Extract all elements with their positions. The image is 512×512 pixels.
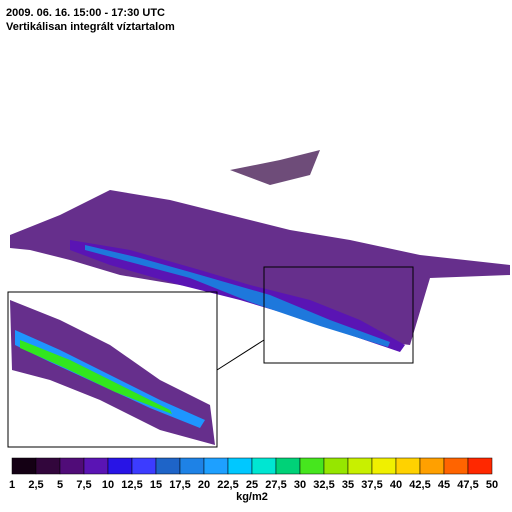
legend-label: 2,5 xyxy=(28,479,43,491)
legend-label: 40 xyxy=(390,479,402,491)
legend-swatch xyxy=(419,457,445,475)
legend-label: 47,5 xyxy=(457,479,478,491)
legend-label: 7,5 xyxy=(76,479,91,491)
legend-swatch xyxy=(107,457,133,475)
legend-label: 5 xyxy=(57,479,63,491)
legend-label: 17,5 xyxy=(169,479,190,491)
legend-label: 30 xyxy=(294,479,306,491)
legend-label: 32,5 xyxy=(313,479,334,491)
legend-label: 50 xyxy=(486,479,498,491)
legend-swatch xyxy=(227,457,253,475)
legend-swatch xyxy=(323,457,349,475)
legend-swatch xyxy=(203,457,229,475)
legend-swatch xyxy=(251,457,277,475)
legend-swatch xyxy=(395,457,421,475)
legend-swatch xyxy=(59,457,85,475)
zoom-frame xyxy=(263,266,414,364)
legend-label: 42,5 xyxy=(409,479,430,491)
legend-label: 27,5 xyxy=(265,479,286,491)
color-legend: 1 2,5 5 7,5 10 12,5 15 17,5 20 22,5 25 27,5 30 32,5 35… xyxy=(9,457,498,491)
legend-swatch xyxy=(83,457,109,475)
legend-swatch xyxy=(443,457,469,475)
legend-swatch xyxy=(371,457,397,475)
legend-swatch xyxy=(35,457,61,475)
legend-label: 10 xyxy=(102,479,114,491)
legend-label: 22,5 xyxy=(217,479,238,491)
legend-swatch xyxy=(131,457,157,475)
title: 2009. 06. 16. 15:00 - 17:30 UTC xyxy=(6,7,165,19)
legend-unit: kg/m2 xyxy=(236,491,268,503)
legend-label: 25 xyxy=(246,479,258,491)
precip-field xyxy=(10,150,510,445)
legend-swatch xyxy=(11,457,37,475)
legend-swatch xyxy=(299,457,325,475)
legend-label: 37,5 xyxy=(361,479,382,491)
legend-label: 1 xyxy=(9,479,15,491)
legend-label: 45 xyxy=(438,479,450,491)
legend-label: 35 xyxy=(342,479,354,491)
legend-swatch xyxy=(179,457,205,475)
legend-swatch xyxy=(347,457,373,475)
legend-swatch xyxy=(467,457,493,475)
subtitle: Vertikálisan integrált víztartalom xyxy=(6,21,175,33)
legend-swatch xyxy=(275,457,301,475)
legend-label: 15 xyxy=(150,479,162,491)
zoom-connector xyxy=(216,339,265,371)
legend-label: 20 xyxy=(198,479,210,491)
legend-swatch xyxy=(155,457,181,475)
legend-label: 12,5 xyxy=(121,479,142,491)
